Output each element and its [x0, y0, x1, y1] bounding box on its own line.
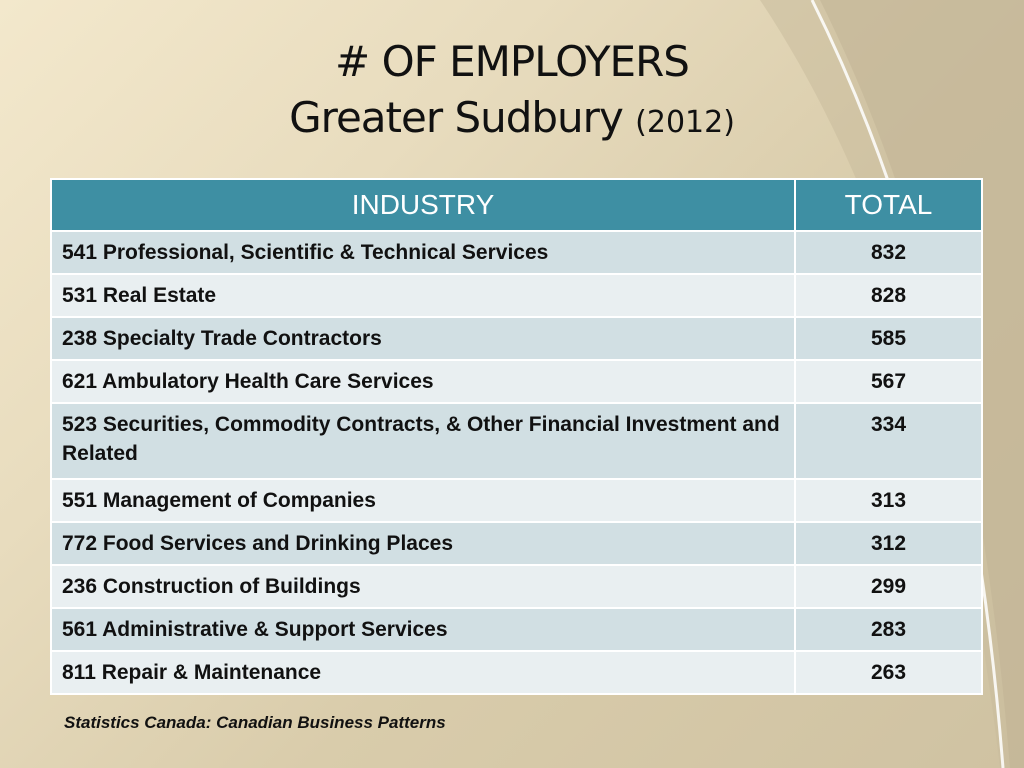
total-cell: 585 [794, 316, 983, 361]
table-row: 621 Ambulatory Health Care Services 567 [50, 359, 983, 404]
table-row: 772 Food Services and Drinking Places 31… [50, 521, 983, 566]
industry-cell: 236 Construction of Buildings [50, 564, 796, 609]
industry-cell: 621 Ambulatory Health Care Services [50, 359, 796, 404]
table-row: 238 Specialty Trade Contractors 585 [50, 316, 983, 361]
industry-cell: 551 Management of Companies [50, 478, 796, 523]
industry-cell: 772 Food Services and Drinking Places [50, 521, 796, 566]
table-row: 561 Administrative & Support Services 28… [50, 607, 983, 652]
slide-title: # OF EMPLOYERS Greater Sudbury (2012) [0, 36, 1024, 153]
source-note: Statistics Canada: Canadian Business Pat… [64, 713, 446, 732]
table-row: 811 Repair & Maintenance 263 [50, 650, 983, 695]
header-industry: INDUSTRY [50, 178, 796, 232]
total-cell: 312 [794, 521, 983, 566]
table-row: 523 Securities, Commodity Contracts, & O… [50, 402, 983, 480]
total-cell: 567 [794, 359, 983, 404]
industry-cell: 811 Repair & Maintenance [50, 650, 796, 695]
total-cell: 334 [794, 402, 983, 480]
title-line-1: # OF EMPLOYERS [335, 37, 690, 86]
table-row: 236 Construction of Buildings 299 [50, 564, 983, 609]
total-cell: 299 [794, 564, 983, 609]
total-cell: 263 [794, 650, 983, 695]
employers-table: INDUSTRY TOTAL 541 Professional, Scienti… [50, 178, 983, 695]
industry-cell: 561 Administrative & Support Services [50, 607, 796, 652]
table-header-row: INDUSTRY TOTAL [50, 178, 983, 232]
title-line-2: Greater Sudbury (2012) [0, 88, 1024, 153]
total-cell: 828 [794, 273, 983, 318]
industry-cell: 523 Securities, Commodity Contracts, & O… [50, 402, 796, 480]
table-row: 551 Management of Companies 313 [50, 478, 983, 523]
title-location: Greater Sudbury [289, 93, 624, 142]
header-total: TOTAL [794, 178, 983, 232]
total-cell: 313 [794, 478, 983, 523]
total-cell: 832 [794, 230, 983, 275]
industry-cell: 541 Professional, Scientific & Technical… [50, 230, 796, 275]
industry-cell: 531 Real Estate [50, 273, 796, 318]
industry-cell: 238 Specialty Trade Contractors [50, 316, 796, 361]
table-row: 531 Real Estate 828 [50, 273, 983, 318]
total-cell: 283 [794, 607, 983, 652]
table-row: 541 Professional, Scientific & Technical… [50, 230, 983, 275]
title-year: (2012) [635, 105, 735, 140]
